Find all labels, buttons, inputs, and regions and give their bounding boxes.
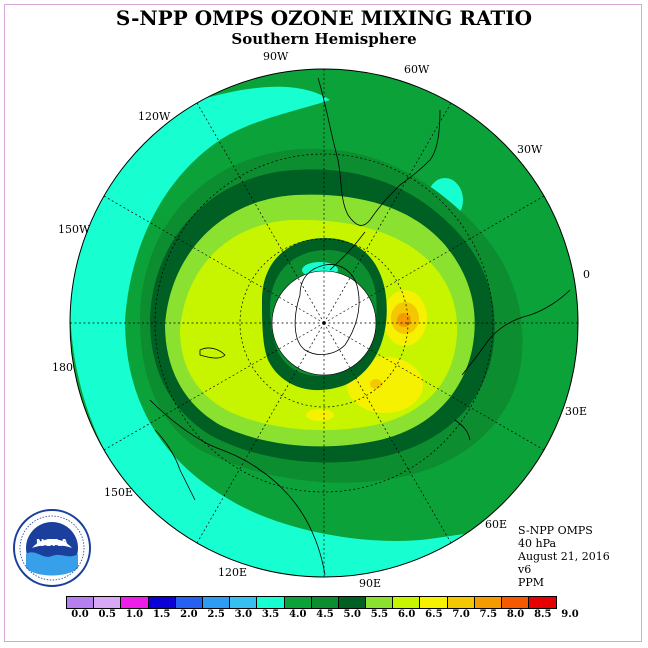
noaa-logo-icon: NOAA [13, 509, 91, 587]
lon-label-60e: 60E [485, 518, 508, 531]
colorbar-swatch [338, 597, 367, 608]
coast-ross-ice [199, 347, 226, 359]
lon-label-60w: 60W [404, 63, 430, 76]
colorbar-tick-label: 1.0 [125, 609, 144, 620]
colorbar-tick-label: 4.5 [316, 609, 334, 620]
colorbar-swatch [175, 597, 203, 608]
lon-label-90w: 90W [263, 50, 289, 63]
colorbar-tick-label: 3.5 [261, 609, 280, 620]
contour-7-0-east [370, 379, 382, 389]
colorbar-swatch [502, 597, 530, 608]
noaa-logo-text: NOAA [36, 538, 68, 549]
info-units: PPM [518, 576, 545, 589]
colorbar-tick-label: 9.0 [561, 609, 579, 620]
figure-frame [4, 4, 642, 642]
colorbar-swatch [257, 597, 285, 608]
colorbar-tick-label: 2.0 [180, 609, 198, 620]
south-pole-marker [322, 321, 326, 325]
colorbar-tick-label: 8.0 [506, 609, 525, 620]
meridian-150w [103, 195, 325, 324]
colorbar-swatch [148, 597, 176, 608]
contour-6-5-east [347, 357, 423, 413]
meridian-30w [323, 195, 545, 324]
colorbar-tick-label: 5.0 [343, 609, 361, 620]
coast-antarctic-peninsula [329, 231, 366, 271]
lon-label-120w: 120W [138, 110, 171, 123]
lon-label-90e: 90E [359, 577, 382, 590]
info-block: S-NPP OMPS 40 hPa August 21, 2016 v6 PPM [518, 524, 610, 589]
colorbar-tick-label: 6.5 [425, 609, 443, 620]
lon-label-30e: 30E [565, 405, 588, 418]
graticule [70, 69, 578, 577]
colorbar-swatch [67, 597, 95, 608]
colorbar-tick-label: 5.5 [370, 609, 389, 620]
meridian-60e [323, 322, 452, 544]
colorbar-ticks: 0.0 0.5 1.0 1.5 2.0 2.5 3.0 3.5 4.0 4.5 5.0 5.5 6.0 6… [54, 609, 594, 623]
contour-7-5 [397, 313, 411, 327]
info-level: 40 hPa [518, 537, 557, 550]
coast-new-zealand [154, 429, 196, 501]
colorbar-swatch [121, 597, 149, 608]
colorbar-swatch [447, 597, 475, 608]
colorbar-swatch [230, 597, 258, 608]
colorbar-swatch [202, 597, 231, 608]
info-date: August 21, 2016 [518, 550, 610, 563]
colorbar-swatch [311, 597, 339, 608]
map-boundary [69, 68, 579, 578]
colorbar-swatch [284, 597, 312, 608]
lon-label-120e: 120E [218, 566, 248, 579]
coastlines [149, 77, 571, 576]
lon-label-0: 0 [583, 268, 590, 281]
colorbar-tick-label: 8.5 [534, 609, 552, 620]
lon-label-180: 180 [52, 361, 73, 374]
meridian-30e [323, 322, 545, 451]
coast-south-america [317, 77, 441, 226]
colorbar-swatch [366, 597, 394, 608]
info-version: v6 [518, 563, 532, 576]
colorbar-swatch [393, 597, 421, 608]
colorbar [66, 596, 558, 609]
colorbar-tick-label: 3.0 [234, 609, 253, 620]
colorbar-swatch [420, 597, 448, 608]
lon-label-150e: 150E [104, 486, 134, 499]
coast-australia [149, 399, 326, 576]
lon-label-150w: 150W [58, 223, 91, 236]
coast-africa [461, 289, 571, 376]
coast-antarctica [294, 264, 360, 355]
colorbar-swatch [529, 597, 557, 608]
contour-3-5 [70, 86, 510, 577]
map-subtitle: Southern Hemisphere [231, 30, 417, 48]
colorbar-swatch [474, 597, 502, 608]
colorbar-tick-label: 2.5 [207, 609, 225, 620]
parallel-70s [239, 238, 409, 408]
colorbar-tick-label: 7.5 [479, 609, 498, 620]
contour-6-5-south [306, 409, 334, 421]
colorbar-tick-label: 6.0 [397, 609, 416, 620]
meridian-60w [323, 102, 452, 324]
colorbar-tick-label: 4.0 [289, 609, 307, 620]
lon-label-30w: 30W [517, 143, 543, 156]
colorbar-tick-label: 7.0 [452, 609, 470, 620]
info-instrument: S-NPP OMPS [518, 524, 593, 537]
parallel-50s [154, 153, 494, 493]
meridian-150e [103, 322, 325, 451]
meridian-120e [196, 322, 325, 544]
meridian-120w [196, 102, 325, 324]
colorbar-tick-label: 0.0 [71, 609, 89, 620]
colorbar-tick-label: 1.5 [152, 609, 171, 620]
colorbar-tick-label: 0.5 [98, 609, 116, 620]
coast-kerguelen [454, 419, 471, 441]
colorbar-swatch [94, 597, 122, 608]
map-title: S-NPP OMPS OZONE MIXING RATIO [115, 6, 533, 30]
